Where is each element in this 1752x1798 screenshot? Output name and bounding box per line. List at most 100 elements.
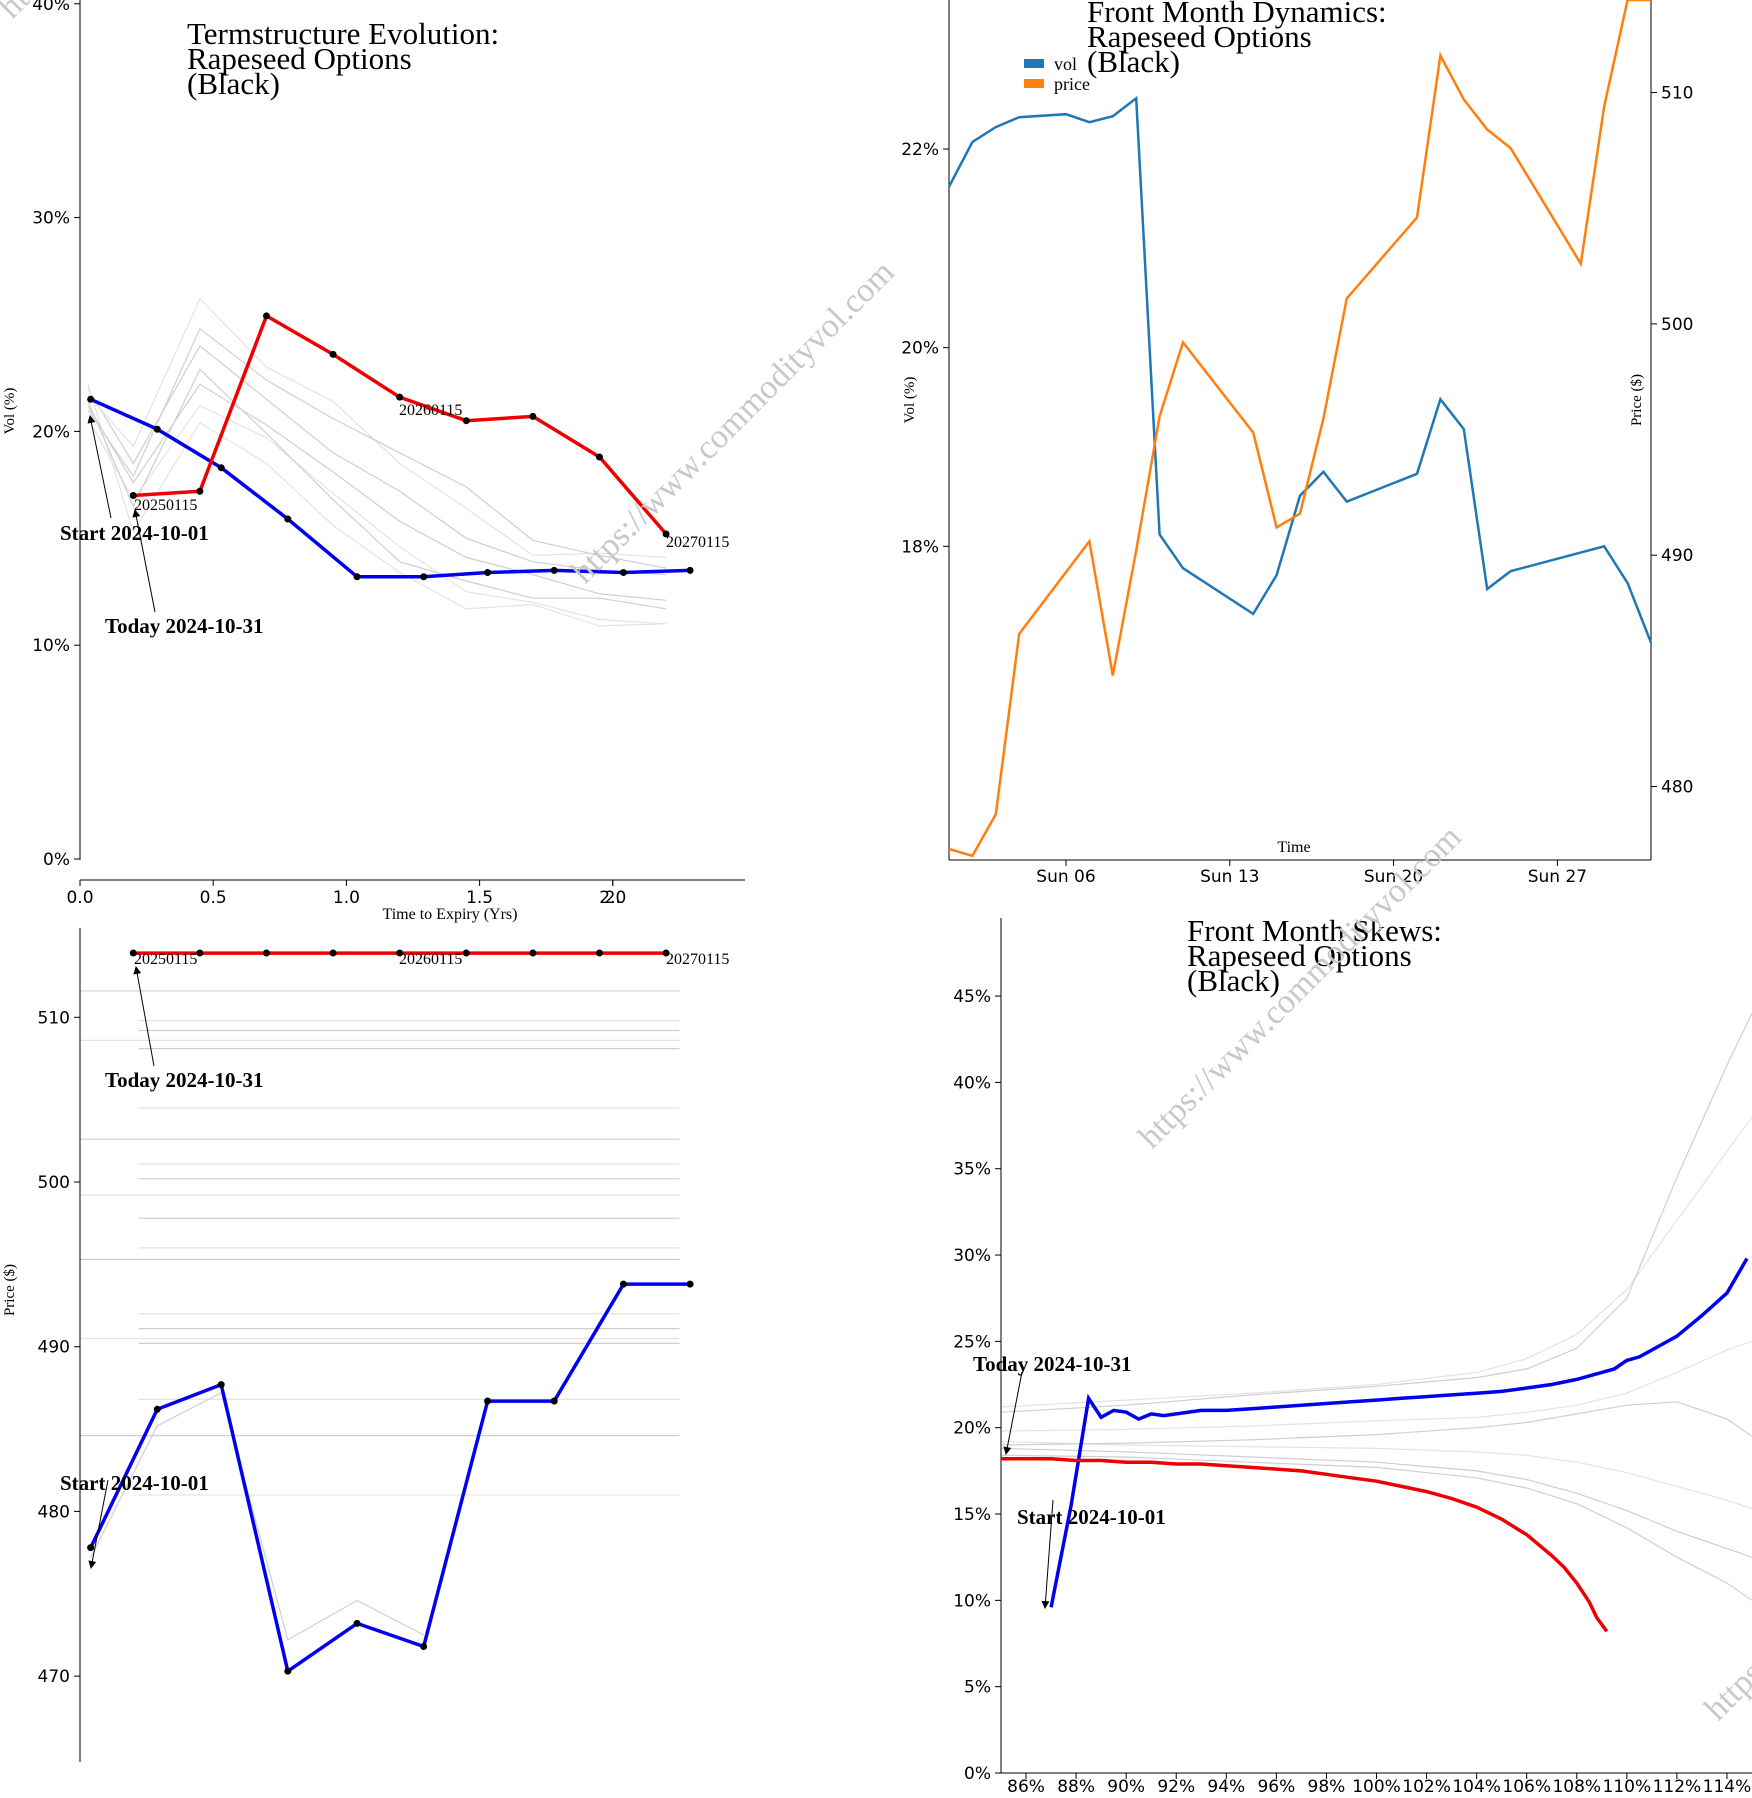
today-point — [329, 949, 337, 957]
start-annotation: Start 2024-10-01 — [1017, 1505, 1166, 1529]
expiry-label-3: 20270115 — [666, 951, 729, 968]
today-point — [662, 949, 670, 957]
start-point — [87, 1544, 95, 1552]
today-point — [129, 492, 137, 500]
legend-label-price: price — [1054, 74, 1090, 94]
start-point — [420, 1642, 428, 1650]
start-point — [550, 1397, 558, 1405]
chart-title: Termstructure Evolution: Rapeseed Option… — [187, 16, 507, 101]
legend: vol price — [1024, 54, 1090, 94]
start-arrow — [87, 415, 112, 519]
start-point — [686, 566, 694, 574]
title-line-3: (Black) — [1087, 44, 1180, 79]
history-curve — [1000, 1013, 1752, 1413]
y-axis-label: Vol (%) — [2, 388, 18, 435]
x-tick-label: 2.0 — [599, 888, 626, 908]
history-curves — [80, 990, 680, 1641]
expiry-label-2: 20260115 — [399, 402, 462, 419]
history-curve — [90, 1391, 424, 1641]
watermark-middle-right: https://www.commodityvol.com — [1131, 819, 1468, 1156]
start-point — [217, 464, 225, 472]
title-line-3: (Black) — [1187, 963, 1280, 998]
x-tick-label: 114% — [1703, 1777, 1752, 1793]
today-point — [196, 487, 204, 495]
title-line-2: Rapeseed Options — [1187, 938, 1412, 973]
start-point — [353, 573, 361, 581]
title-line-1: Front Month Dynamics: — [1087, 0, 1387, 29]
y-tick-label: 500 — [38, 1173, 70, 1193]
x-tick-label: Sun 20 — [1364, 867, 1423, 887]
today-arrow — [132, 509, 156, 613]
today-curve — [133, 313, 668, 536]
history-curve — [87, 384, 667, 627]
x-tick-label: 1.5 — [466, 888, 493, 908]
start-point — [420, 573, 428, 581]
x-axis-ticks: 0.0 0.5 1.0 1.5 2.02. — [66, 880, 626, 908]
right-y-axis-label: Price ($) — [1629, 374, 1645, 426]
start-curve — [89, 397, 691, 579]
today-point — [129, 949, 137, 957]
expiry-label-1: 20250115 — [134, 497, 197, 514]
today-point — [262, 312, 270, 320]
title-line-3: (Black) — [187, 66, 280, 101]
right-y-tick-label: 490 — [1661, 546, 1693, 566]
today-arrow — [1003, 1371, 1023, 1455]
today-point — [662, 530, 670, 538]
y-tick-label: 18% — [901, 537, 939, 557]
start-point — [484, 568, 492, 576]
y-tick-label: 15% — [953, 1505, 991, 1525]
series-layer — [87, 312, 694, 581]
y-axis-ticks: 0% 5% 10% 15% 20% 25% 30% 35% 40% 45% — [953, 987, 1001, 1784]
x-tick-label: 108% — [1552, 1777, 1601, 1793]
x-tick-label: 2. — [605, 888, 621, 908]
right-y-tick-label: 510 — [1661, 84, 1693, 104]
start-point — [484, 1397, 492, 1405]
y-axis-ticks: 470 480 490 500 510 — [38, 1008, 80, 1687]
today-point — [196, 949, 204, 957]
title-line-2: Rapeseed Options — [1087, 19, 1312, 54]
x-tick-label: 88% — [1057, 1777, 1095, 1793]
history-curve — [1000, 1440, 1752, 1510]
start-point — [284, 515, 292, 523]
today-annotation: Today 2024-10-31 — [973, 1352, 1132, 1376]
history-curves — [1000, 1013, 1752, 1601]
x-tick-label: 104% — [1452, 1777, 1501, 1793]
x-tick-label: 86% — [1007, 1777, 1045, 1793]
start-arrow — [1041, 1499, 1054, 1609]
watermark-center: https://www.commodityvol.com — [564, 254, 901, 591]
start-annotation: Start 2024-10-01 — [60, 521, 209, 545]
history-curve — [1000, 1401, 1752, 1446]
y-axis-ticks: 0% 10% 20% 30% 40% — [32, 0, 80, 870]
today-annotation: Today 2024-10-31 — [105, 614, 264, 638]
price-line — [948, 0, 1651, 858]
y-tick-label: 22% — [901, 140, 939, 160]
title-line-1: Front Month Skews: — [1187, 913, 1442, 948]
termstructure-chart: 0% 10% 20% 30% 40% 0.0 0.5 1.0 1.5 2.02. Termstr… — [2, 0, 745, 923]
y-tick-label: 30% — [32, 209, 70, 229]
series-layer — [947, 0, 1653, 858]
watermark-bottom-right: https://www.commodityvol.com — [1697, 1391, 1752, 1728]
x-tick-label: 0.0 — [66, 888, 93, 908]
today-point — [529, 412, 537, 420]
y-tick-label: 10% — [953, 1591, 991, 1611]
today-point — [329, 350, 337, 358]
legend-swatch-vol — [1024, 59, 1044, 68]
x-tick-label: 94% — [1207, 1777, 1245, 1793]
today-point — [595, 453, 603, 461]
today-skew-curve — [1001, 1457, 1609, 1633]
y-tick-label: 20% — [32, 422, 70, 442]
x-tick-label: Sun 13 — [1200, 867, 1259, 887]
y-tick-label: 45% — [953, 987, 991, 1007]
x-tick-label: 98% — [1308, 1777, 1346, 1793]
x-tick-label: 106% — [1502, 1777, 1551, 1793]
today-point — [396, 949, 404, 957]
x-tick-label: 110% — [1603, 1777, 1652, 1793]
x-tick-label: Sun 06 — [1036, 867, 1095, 887]
legend-label-vol: vol — [1054, 54, 1077, 74]
legend-swatch-price — [1024, 79, 1044, 88]
y-tick-label: 0% — [964, 1764, 991, 1784]
y-axis-label: Price ($) — [2, 1264, 18, 1316]
today-point — [396, 393, 404, 401]
history-curve — [1000, 1454, 1752, 1601]
